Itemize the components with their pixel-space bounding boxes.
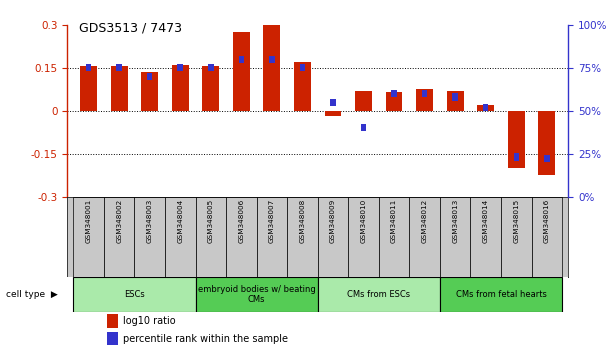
Text: GSM348007: GSM348007 (269, 199, 275, 243)
Bar (73, 277, 196, 312)
Text: GSM348001: GSM348001 (86, 199, 92, 243)
Bar (318, 277, 440, 312)
Bar (324, 111, 342, 116)
Bar (116, 64, 122, 71)
Bar (202, 66, 219, 111)
Bar (386, 92, 403, 111)
Bar (355, 91, 372, 111)
Bar (141, 72, 158, 111)
Bar (111, 66, 128, 111)
Text: GSM348005: GSM348005 (208, 199, 214, 243)
Text: GSM348011: GSM348011 (391, 199, 397, 243)
Bar (196, 196, 226, 277)
Bar (447, 91, 464, 111)
Bar (294, 62, 311, 111)
Text: embryoid bodies w/ beating
CMs: embryoid bodies w/ beating CMs (198, 285, 315, 304)
Text: percentile rank within the sample: percentile rank within the sample (123, 333, 288, 343)
Bar (263, 25, 280, 111)
Text: CMs from ESCs: CMs from ESCs (347, 290, 411, 299)
Bar (508, 111, 525, 168)
Bar (80, 66, 97, 111)
Bar (348, 196, 379, 277)
Bar (108, 314, 119, 328)
Text: GSM348013: GSM348013 (452, 199, 458, 243)
Bar (300, 64, 306, 71)
Bar (477, 105, 494, 111)
Bar (269, 56, 275, 63)
Text: GSM348012: GSM348012 (422, 199, 428, 243)
Bar (452, 93, 458, 101)
Bar (483, 104, 489, 111)
Text: ESCs: ESCs (124, 290, 145, 299)
Text: GSM348009: GSM348009 (330, 199, 336, 243)
Bar (470, 196, 501, 277)
Bar (134, 196, 165, 277)
Bar (233, 32, 250, 111)
Bar (172, 65, 189, 111)
Bar (147, 73, 153, 80)
Text: GDS3513 / 7473: GDS3513 / 7473 (79, 21, 183, 34)
Bar (440, 277, 562, 312)
Bar (422, 90, 428, 97)
Bar (532, 196, 562, 277)
Bar (392, 90, 397, 97)
Bar (208, 64, 214, 71)
Bar (196, 277, 318, 312)
Text: GSM348006: GSM348006 (238, 199, 244, 243)
Bar (165, 196, 196, 277)
Text: cell type  ▶: cell type ▶ (6, 290, 58, 299)
Bar (544, 155, 550, 162)
Text: GSM348016: GSM348016 (544, 199, 550, 243)
Text: CMs from fetal hearts: CMs from fetal hearts (456, 290, 546, 299)
Bar (538, 111, 555, 175)
Text: GSM348002: GSM348002 (116, 199, 122, 243)
Bar (178, 64, 183, 71)
Bar (239, 56, 244, 63)
Bar (514, 154, 519, 161)
Bar (108, 332, 119, 345)
Bar (86, 64, 92, 71)
Text: GSM348014: GSM348014 (483, 199, 489, 243)
Bar (416, 89, 433, 111)
Text: GSM348003: GSM348003 (147, 199, 153, 243)
Bar (501, 196, 532, 277)
Bar (257, 196, 287, 277)
Bar (318, 196, 348, 277)
Text: log10 ratio: log10 ratio (123, 316, 176, 326)
Bar (361, 124, 367, 131)
Bar (409, 196, 440, 277)
Bar (331, 98, 336, 106)
Bar (287, 196, 318, 277)
Bar (73, 196, 104, 277)
Text: GSM348004: GSM348004 (177, 199, 183, 243)
Text: GSM348010: GSM348010 (360, 199, 367, 243)
Bar (440, 196, 470, 277)
Text: GSM348015: GSM348015 (513, 199, 519, 243)
Bar (104, 196, 134, 277)
Text: GSM348008: GSM348008 (299, 199, 306, 243)
Bar (226, 196, 257, 277)
Bar (379, 196, 409, 277)
